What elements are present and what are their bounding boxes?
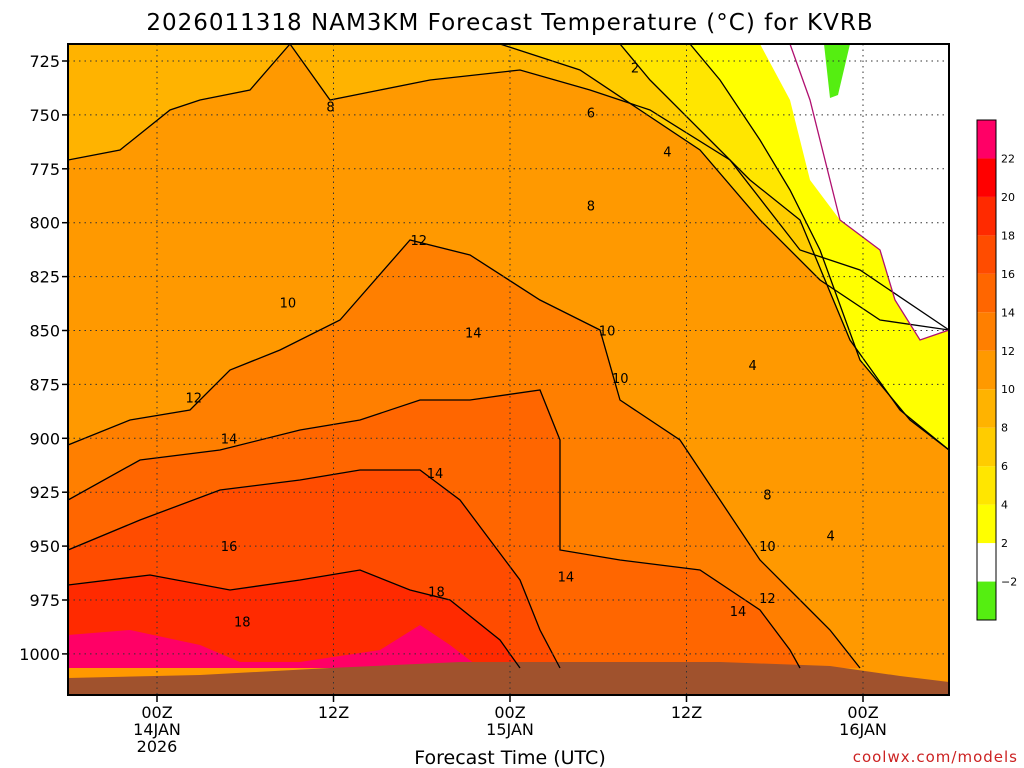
colorbar-label: 14 bbox=[1001, 306, 1015, 319]
y-tick-label: 800 bbox=[29, 214, 60, 233]
x-tick-label: 15JAN bbox=[486, 720, 534, 739]
y-tick-label: 750 bbox=[29, 106, 60, 125]
x-tick-label: 00Z bbox=[141, 703, 172, 722]
y-tick-label: 1000 bbox=[19, 645, 60, 664]
colorbar-label: 22 bbox=[1001, 152, 1015, 165]
contour-16 bbox=[68, 469, 561, 669]
y-axis: 725 750 775 800 825 850 875 900 925 950 975 1000 bbox=[19, 52, 68, 664]
colorbar-swatch bbox=[977, 350, 996, 390]
contour-2 bbox=[689, 44, 949, 451]
y-tick-label: 725 bbox=[29, 52, 60, 71]
x-tick-label: 16JAN bbox=[839, 720, 887, 739]
contour-4 bbox=[619, 44, 949, 451]
colorbar-label: −2 bbox=[1001, 576, 1017, 589]
y-tick-label: 925 bbox=[29, 483, 60, 502]
contour-label: 4 bbox=[827, 529, 835, 544]
contour-12 bbox=[68, 239, 861, 669]
contour-label: 18 bbox=[428, 585, 445, 600]
colorbar-label: 16 bbox=[1001, 268, 1015, 281]
colorbar-label: 8 bbox=[1001, 422, 1008, 435]
colorbar-label: 12 bbox=[1001, 345, 1015, 358]
y-tick-label: 825 bbox=[29, 268, 60, 287]
contour-label: 2 bbox=[631, 61, 639, 76]
colorbar-swatch bbox=[977, 427, 996, 467]
x-tick-label: 00Z bbox=[847, 703, 878, 722]
colorbar-swatch bbox=[977, 120, 996, 159]
plot-area: 2 4 6 8 8 12 10 14 10 10 4 12 14 14 8 4 16 10 14 18 12 14 18 bbox=[68, 44, 949, 695]
plot-frame bbox=[67, 43, 950, 696]
band-22 bbox=[68, 625, 480, 668]
contour-lines bbox=[68, 44, 949, 669]
contour-label: 14 bbox=[427, 467, 444, 482]
contour-label: 6 bbox=[587, 107, 595, 122]
contour-label: 10 bbox=[599, 325, 616, 340]
contour-label: 12 bbox=[411, 234, 428, 249]
contour-6 bbox=[499, 44, 949, 331]
contour-14 bbox=[68, 389, 801, 669]
band-below-minus2 bbox=[824, 44, 850, 98]
x-tick-label: 2026 bbox=[137, 737, 178, 756]
contour-label: 16 bbox=[221, 540, 238, 555]
contour-label: 10 bbox=[280, 296, 297, 311]
colorbar-swatch bbox=[977, 273, 996, 313]
x-tick-label: 12Z bbox=[671, 703, 702, 722]
colorbar-swatch bbox=[977, 158, 996, 197]
terrain bbox=[68, 662, 949, 695]
contour-label: 10 bbox=[612, 372, 629, 387]
band-below-2 bbox=[760, 44, 949, 340]
y-tick-label: 900 bbox=[29, 429, 60, 448]
x-tick-label: 00Z bbox=[494, 703, 525, 722]
y-tick-label: 950 bbox=[29, 537, 60, 556]
colorbar-swatch bbox=[977, 312, 996, 351]
contour-8 bbox=[68, 44, 949, 331]
gridlines bbox=[68, 44, 949, 695]
colorbar-swatch bbox=[977, 581, 996, 620]
chart-title: 2026011318 NAM3KM Forecast Temperature (… bbox=[146, 10, 873, 36]
colorbar-label: 6 bbox=[1001, 460, 1008, 473]
colorbar: −2 2 4 6 8 10 12 14 16 18 20 22 bbox=[976, 119, 1017, 621]
colorbar-swatch bbox=[977, 504, 996, 544]
colorbar-swatch bbox=[977, 543, 996, 582]
contour-label: 12 bbox=[185, 391, 202, 406]
colorbar-label: 10 bbox=[1001, 383, 1015, 396]
contour-labels: 2 4 6 8 8 12 10 14 10 10 4 12 14 14 8 4 16 10 14 18 12 14 18 bbox=[185, 61, 834, 630]
contour-label: 8 bbox=[326, 100, 334, 115]
contour-label: 18 bbox=[234, 616, 251, 631]
contour-label: 8 bbox=[763, 488, 771, 503]
x-axis-label: Forecast Time (UTC) bbox=[414, 747, 605, 768]
contour-label: 4 bbox=[749, 359, 757, 374]
contour-label: 10 bbox=[759, 540, 776, 555]
colorbar-label: 4 bbox=[1001, 499, 1008, 512]
x-tick-label: 14JAN bbox=[133, 720, 181, 739]
credit-text: coolwx.com/models bbox=[853, 748, 1018, 766]
contour-minus2 bbox=[789, 44, 949, 341]
contour-label: 12 bbox=[759, 592, 776, 607]
contour-label: 14 bbox=[465, 327, 482, 342]
colorbar-swatch bbox=[977, 389, 996, 428]
contour-label: 4 bbox=[663, 146, 671, 161]
y-tick-label: 850 bbox=[29, 322, 60, 341]
contour-18 bbox=[68, 569, 521, 669]
colorbar-label: 18 bbox=[1001, 229, 1015, 242]
x-tick-label: 12Z bbox=[318, 703, 349, 722]
contour-label: 14 bbox=[730, 605, 747, 620]
y-tick-label: 975 bbox=[29, 591, 60, 610]
contour-label: 14 bbox=[558, 570, 575, 585]
colorbar-swatch bbox=[977, 466, 996, 505]
contour-label: 8 bbox=[587, 199, 595, 214]
contour-label: 14 bbox=[221, 432, 238, 447]
colorbar-swatch bbox=[977, 235, 996, 274]
colorbar-label: 2 bbox=[1001, 537, 1008, 550]
y-tick-label: 775 bbox=[29, 160, 60, 179]
y-tick-label: 875 bbox=[29, 375, 60, 394]
colorbar-label: 20 bbox=[1001, 191, 1015, 204]
colorbar-frame bbox=[976, 119, 997, 621]
colorbar-swatch bbox=[977, 196, 996, 236]
